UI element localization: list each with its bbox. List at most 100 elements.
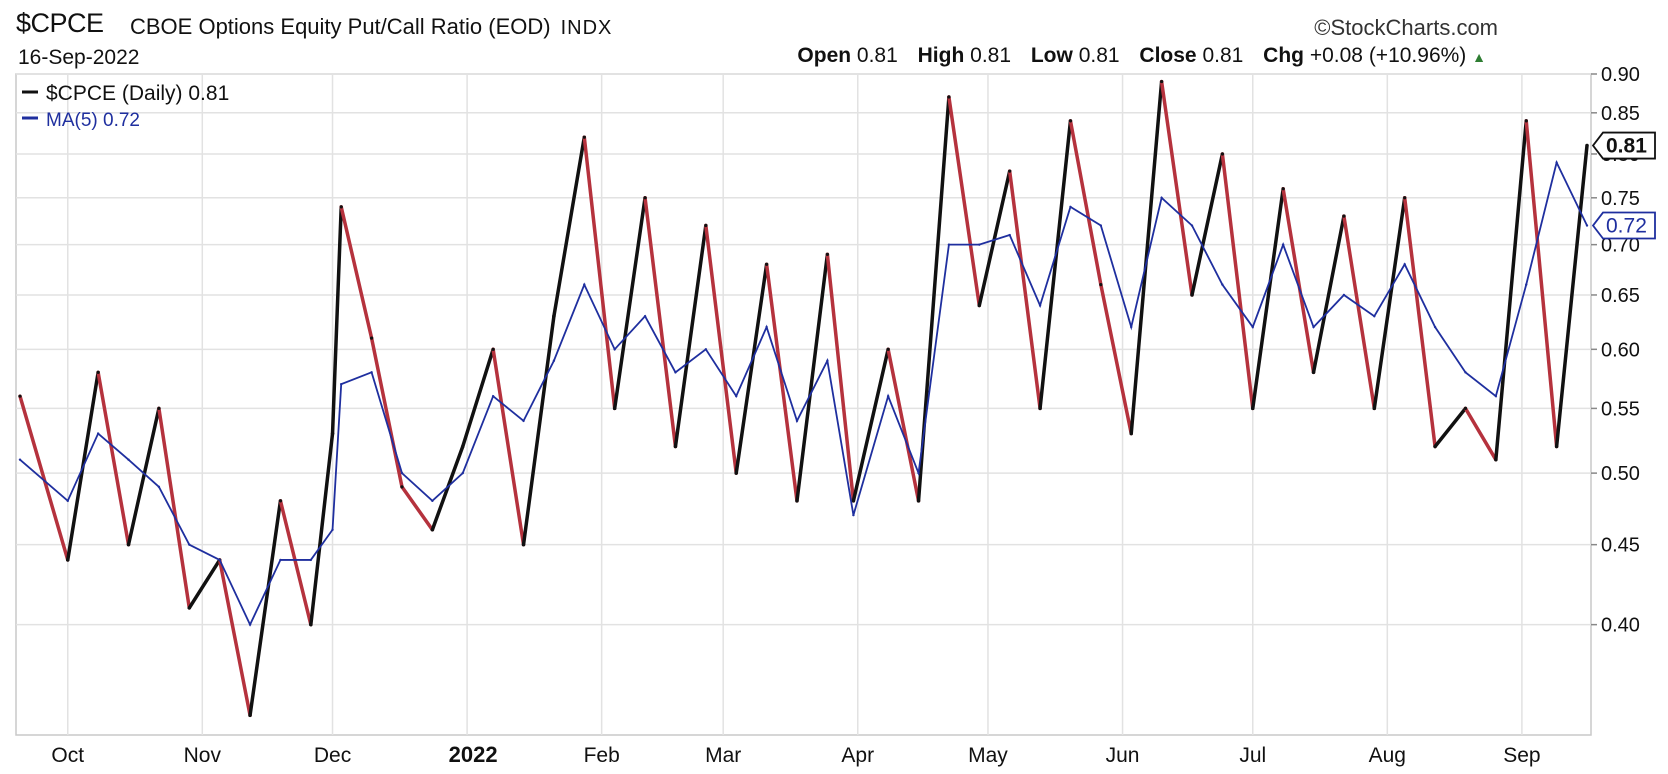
symbol-title: $CPCE [16, 8, 104, 38]
cpce-segment-1 [18, 394, 70, 562]
cpce-point-30 [916, 499, 921, 503]
open-label: Open [797, 44, 852, 67]
ma-point-28 [852, 513, 855, 517]
cpce-segment-40 [1190, 152, 1225, 297]
cpce-point-50 [1524, 119, 1528, 123]
chart-title-text: CBOE Options Equity Put/Call Ratio (EOD) [130, 14, 551, 39]
ma-point-40 [1221, 283, 1224, 286]
ma-point-49 [1494, 394, 1498, 398]
ma-point-17 [522, 419, 525, 423]
cpce-segment-49 [1463, 406, 1498, 462]
cpce-segment-29 [851, 347, 890, 503]
ma-point-15 [461, 471, 464, 475]
cpce-segment-23 [673, 223, 708, 449]
cpce-point-10 [330, 431, 335, 436]
x-tick-label-9: Jul [1239, 744, 1266, 767]
ma-point-13 [400, 471, 404, 475]
x-tick-label-5: Mar [705, 744, 741, 767]
ma-point-45 [1373, 314, 1376, 318]
cpce-point-39 [1190, 293, 1194, 297]
cpce-point-4 [157, 406, 161, 411]
cpce-point-32 [977, 303, 981, 308]
cpce-segment-50 [1494, 119, 1528, 462]
cpce-point-8 [278, 499, 283, 503]
ma-point-29 [886, 394, 890, 398]
cpce-point-38 [1160, 79, 1164, 84]
ma-point-22 [674, 371, 677, 374]
brand-label[interactable]: ©StockCharts.com [1314, 15, 1498, 40]
cpce-segment-5 [157, 406, 192, 610]
cpce-point-18 [552, 314, 556, 318]
ma-point-9 [309, 558, 313, 562]
ma-point-16 [491, 394, 495, 398]
x-tick-label-2: Dec [314, 744, 351, 767]
y-tick-label-3: 0.55 [1601, 398, 1640, 420]
cpce-segment-24 [704, 223, 738, 475]
cpce-point-28 [851, 499, 856, 503]
cpce-point-25 [765, 262, 769, 266]
series-cpce-line [18, 79, 1589, 718]
ma-point-32 [978, 243, 981, 246]
cpce-point-33 [1008, 169, 1012, 173]
cpce-point-20 [613, 406, 617, 411]
cpce-point-45 [1372, 406, 1376, 411]
cpce-segment-19 [552, 135, 587, 318]
cpce-segment-8 [248, 499, 283, 718]
y-tick-label-10: 0.90 [1601, 64, 1640, 86]
cpce-segment-39 [1159, 79, 1194, 297]
x-tick-label-8: Jun [1106, 744, 1140, 767]
x-tick-label-3: 2022 [449, 742, 498, 767]
ma-polyline [19, 159, 1588, 627]
cpce-segment-36 [1068, 119, 1103, 287]
cpce-point-1 [66, 558, 70, 562]
cpce-point-52 [1585, 143, 1589, 148]
x-tick-label-1: Nov [184, 744, 222, 767]
x-tick-label-7: May [968, 744, 1008, 767]
last-value-cpce-box [1591, 131, 1656, 160]
cpce-segment-45 [1342, 214, 1377, 411]
ma-point-10 [331, 528, 334, 531]
cpce-point-37 [1129, 431, 1133, 436]
plot-frame [15, 73, 1592, 736]
ma-point-37 [1130, 325, 1133, 329]
open-value: 0.81 [856, 44, 898, 67]
cpce-point-49 [1494, 458, 1498, 462]
ma-point-20 [613, 348, 616, 351]
y-tick-label-5: 0.65 [1601, 285, 1640, 307]
exchange-label: INDX [560, 17, 613, 39]
ma-point-48 [1464, 371, 1467, 374]
cpce-segment-43 [1281, 187, 1316, 375]
cpce-segment-30 [886, 347, 921, 503]
cpce-point-43 [1311, 370, 1316, 374]
high-value: 0.81 [970, 44, 1012, 67]
cpce-segment-12 [339, 205, 374, 340]
cpce-segment-6 [187, 558, 222, 610]
cpce-segment-25 [734, 262, 769, 475]
high-label: High [917, 44, 965, 67]
ma-point-50 [1525, 283, 1528, 286]
low-value: 0.81 [1078, 44, 1120, 67]
cpce-point-14 [430, 528, 434, 532]
cpce-segment-28 [825, 252, 856, 503]
ma-point-25 [765, 325, 768, 329]
ma-point-39 [1190, 224, 1194, 227]
ma-point-52 [1585, 224, 1589, 227]
ma-point-5 [188, 543, 191, 546]
ma-point-43 [1312, 325, 1315, 329]
cpce-segment-11 [330, 205, 343, 436]
cpce-segment-42 [1251, 187, 1285, 411]
ma-point-30 [917, 471, 920, 475]
cpce-point-26 [795, 499, 799, 503]
ma-point-27 [826, 359, 829, 362]
y-tick-label-7: 0.75 [1601, 188, 1640, 210]
y-tick-label-4: 0.60 [1601, 339, 1640, 361]
cpce-segment-48 [1433, 406, 1468, 449]
ma-point-14 [431, 499, 434, 503]
cpce-segment-51 [1524, 119, 1559, 449]
legend-ma-label: MA(5) 0.72 [46, 110, 140, 131]
ma-point-2 [96, 432, 100, 435]
cpce-point-2 [96, 370, 100, 374]
cpce-segment-37 [1099, 282, 1133, 436]
